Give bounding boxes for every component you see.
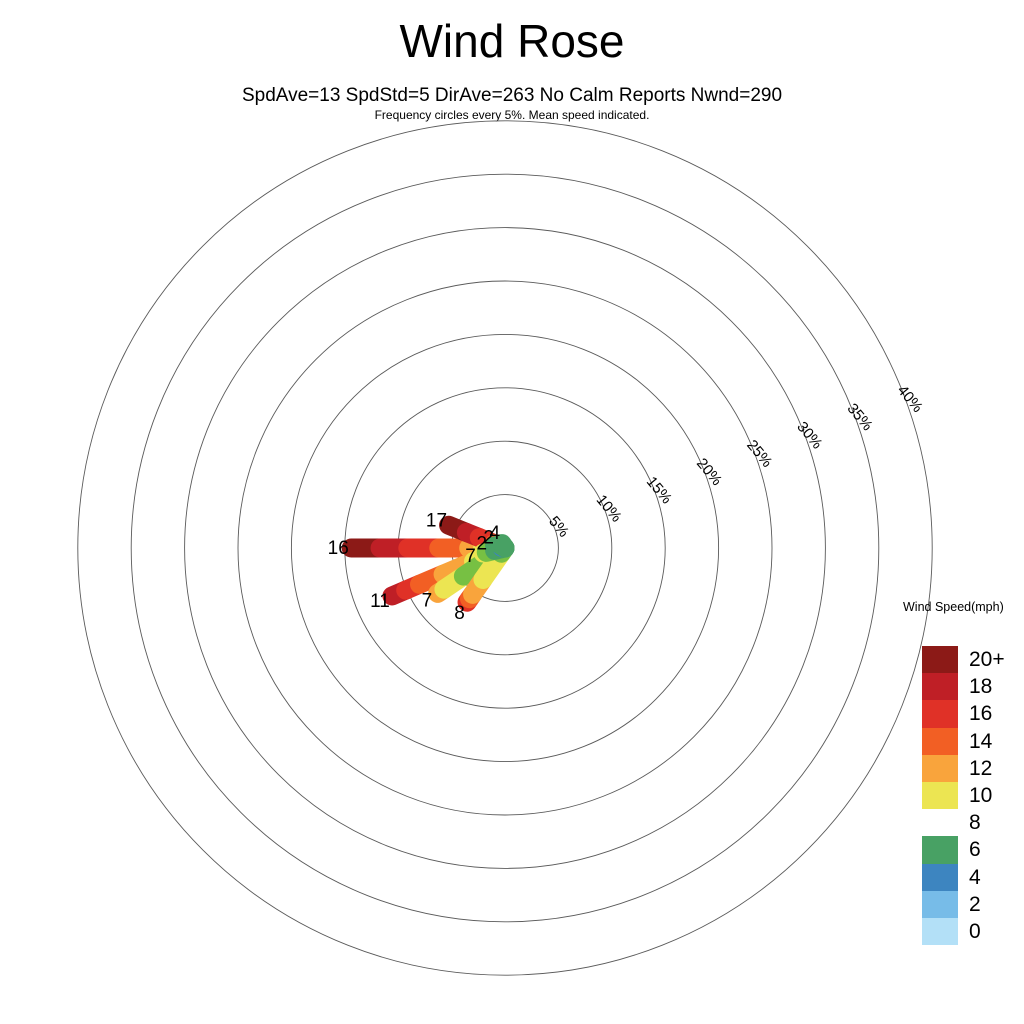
legend-swatch (922, 727, 958, 755)
legend-swatch (922, 917, 958, 946)
radial-tick-label: 35% (844, 400, 876, 434)
radial-tick-label: 20% (693, 455, 725, 489)
legend-row: 16 (900, 700, 1024, 728)
legend-label: 2 (969, 892, 981, 916)
radial-tick-label: 40% (894, 382, 926, 416)
legend-row: 8 (900, 809, 1024, 836)
legend-swatch (922, 781, 958, 810)
legend-entries: 20+ 18 16 14 12 10 8 6 4 2 0 (900, 646, 1024, 946)
legend-title: Wind Speed(mph) (903, 600, 1004, 614)
legend-swatch (922, 863, 958, 891)
legend-row: 20+ (900, 646, 1024, 674)
petal-label: 11 (370, 591, 390, 612)
page-title: Wind Rose (399, 15, 625, 67)
grid-ring (184, 227, 826, 869)
legend-swatch (922, 673, 958, 701)
petal-label: 7 (422, 591, 433, 612)
legend-swatch (922, 836, 958, 864)
legend-label: 12 (969, 756, 993, 780)
radial-tick-label: 15% (643, 473, 675, 507)
legend-row: 2 (900, 890, 1024, 918)
legend-label: 4 (969, 865, 981, 889)
legend-label: 0 (969, 919, 981, 943)
chart-stats-line: SpdAve=13 SpdStd=5 DirAve=263 No Calm Re… (241, 85, 783, 106)
legend-swatch (922, 700, 958, 728)
legend-label: 18 (969, 675, 993, 699)
petal-label: 17 (426, 510, 447, 531)
legend: Wind Speed(mph) 20+ 18 16 14 12 10 8 6 4 2 0 (900, 600, 1024, 946)
petal-label: 8 (454, 603, 465, 624)
radial-tick-label: 30% (793, 419, 825, 453)
legend-row: 0 (900, 917, 1024, 946)
radial-tick-label: 5% (545, 513, 572, 541)
legend-label: 8 (969, 811, 981, 835)
legend-swatch (922, 754, 958, 782)
frequency-grid-rings (77, 120, 933, 976)
grid-ring (290, 333, 720, 763)
legend-label: 14 (969, 729, 993, 753)
petal-label: 2 (483, 527, 494, 548)
petal-label: 4 (489, 523, 500, 544)
legend-row: 18 (900, 673, 1024, 701)
legend-row: 12 (900, 754, 1024, 782)
grid-ring (237, 280, 773, 816)
legend-row: 14 (900, 727, 1024, 755)
chart-note-line: Frequency circles every 5%. Mean speed i… (374, 108, 650, 122)
wind-petals (341, 515, 515, 612)
legend-row: 10 (900, 781, 1024, 810)
grid-ring (130, 173, 880, 923)
radial-tick-label: 25% (743, 437, 775, 471)
grid-ring (77, 120, 933, 976)
radial-tick-label: 10% (593, 492, 625, 526)
legend-row: 4 (900, 863, 1024, 891)
legend-swatch (922, 646, 958, 674)
legend-label: 20+ (969, 648, 1005, 672)
legend-label: 6 (969, 838, 981, 862)
legend-swatch (922, 890, 958, 918)
legend-label: 10 (969, 784, 993, 808)
legend-row: 6 (900, 836, 1024, 864)
legend-label: 16 (969, 702, 993, 726)
petal-segment (492, 534, 515, 558)
petal-label: 7 (465, 546, 476, 567)
petal-label: 16 (328, 538, 349, 559)
petal-label: 2 (476, 533, 487, 554)
legend-swatch (922, 809, 958, 836)
